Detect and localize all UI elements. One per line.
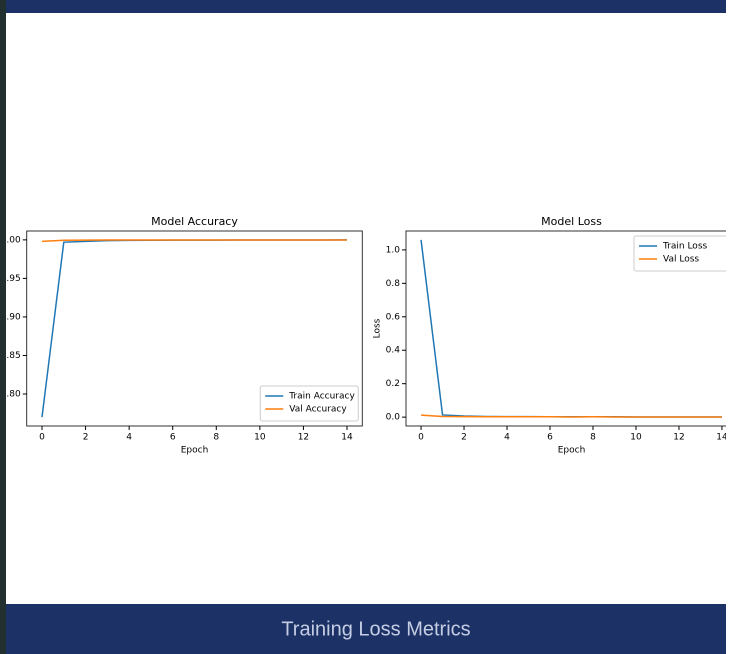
x-tick-label: 2 [461,433,467,443]
data-line [41,239,347,243]
y-tick-label: 1.0 [386,245,401,255]
x-tick-label: 12 [298,433,309,443]
x-tick-label: 6 [170,433,176,443]
x-axis-label: Epoch [558,446,586,456]
y-tick-label: 0.2 [386,379,400,389]
y-tick-label: 0.90 [1,312,21,322]
y-tick-label: 0.85 [1,351,21,361]
y-tick-label: 1.00 [1,235,21,245]
legend-label: Val Loss [663,255,699,265]
left-strip [0,0,6,654]
y-tick-label: 0.4 [386,346,401,356]
top-bar [0,0,726,13]
x-tick-label: 6 [547,433,553,443]
x-tick-label: 8 [590,433,596,443]
x-tick-label: 10 [630,433,642,443]
caption: Training Loss Metrics [281,618,470,640]
x-tick-label: 0 [418,433,424,443]
y-tick-label: 0.0 [386,413,401,423]
chart: Model Accuracy 0 2 4 6 8 10 12 14 0.80 0.85 0.90 0.9… [1,215,363,456]
legend-label: Val Accuracy [289,405,347,415]
x-tick-label: 14 [341,433,353,443]
legend: Train Loss Val Loss [633,235,731,272]
chart: Model Loss 0 2 4 6 8 10 12 14 0.0 0.2 0.4 0.6 0.8 1.0 E… [373,215,731,456]
y-tick-label: 0.8 [386,279,401,289]
x-axis-label: Epoch [181,446,209,456]
caption-bar [6,604,726,654]
x-tick-label: 4 [126,433,132,443]
legend-box [259,385,359,422]
x-tick-label: 14 [716,433,728,443]
legend-box [633,235,731,272]
y-tick-label: 0.80 [1,390,21,400]
y-tick-label: 0.6 [386,312,401,322]
chart-title: Model Loss [541,215,602,228]
legend: Train Accuracy Val Accuracy [259,385,359,422]
x-tick-label: 2 [83,433,89,443]
x-tick-label: 0 [39,433,45,443]
x-tick-label: 12 [673,433,684,443]
y-axis-label: Loss [373,318,383,338]
axes-frame [26,230,363,427]
chart-title: Model Accuracy [151,215,238,228]
x-tick-label: 4 [504,433,510,443]
x-tick-label: 10 [254,433,266,443]
data-line [420,414,722,418]
right-margin [726,0,731,654]
legend-label: Train Loss [662,242,708,252]
x-tick-label: 8 [213,433,219,443]
legend-label: Train Accuracy [288,392,355,402]
axes-frame [405,230,731,427]
y-tick-label: 0.95 [1,274,21,284]
